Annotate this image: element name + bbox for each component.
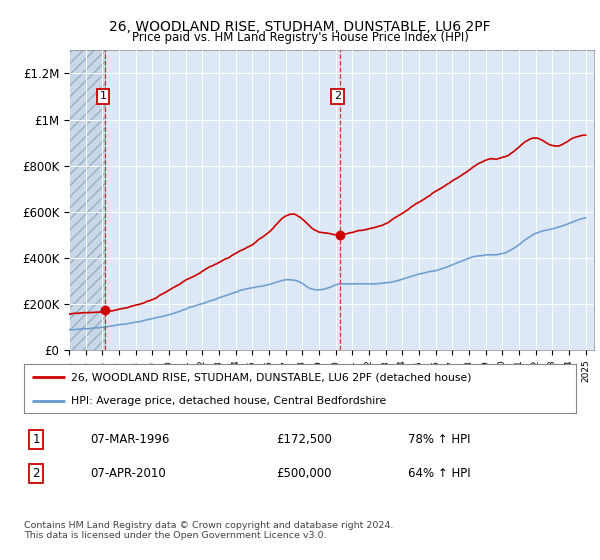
Text: 1: 1 xyxy=(100,91,106,101)
Text: £172,500: £172,500 xyxy=(276,433,332,446)
Text: HPI: Average price, detached house, Central Bedfordshire: HPI: Average price, detached house, Cent… xyxy=(71,396,386,406)
Text: Contains HM Land Registry data © Crown copyright and database right 2024.
This d: Contains HM Land Registry data © Crown c… xyxy=(24,521,394,540)
Text: 07-MAR-1996: 07-MAR-1996 xyxy=(90,433,169,446)
Text: 64% ↑ HPI: 64% ↑ HPI xyxy=(408,466,470,480)
Text: 26, WOODLAND RISE, STUDHAM, DUNSTABLE, LU6 2PF: 26, WOODLAND RISE, STUDHAM, DUNSTABLE, L… xyxy=(109,20,491,34)
Text: 2: 2 xyxy=(334,91,341,101)
Text: £500,000: £500,000 xyxy=(276,466,331,480)
Text: Price paid vs. HM Land Registry's House Price Index (HPI): Price paid vs. HM Land Registry's House … xyxy=(131,31,469,44)
Text: 07-APR-2010: 07-APR-2010 xyxy=(90,466,166,480)
Text: 1: 1 xyxy=(32,433,40,446)
Text: 78% ↑ HPI: 78% ↑ HPI xyxy=(408,433,470,446)
Text: 26, WOODLAND RISE, STUDHAM, DUNSTABLE, LU6 2PF (detached house): 26, WOODLAND RISE, STUDHAM, DUNSTABLE, L… xyxy=(71,372,472,382)
Text: 2: 2 xyxy=(32,466,40,480)
Bar xyxy=(69,50,106,350)
